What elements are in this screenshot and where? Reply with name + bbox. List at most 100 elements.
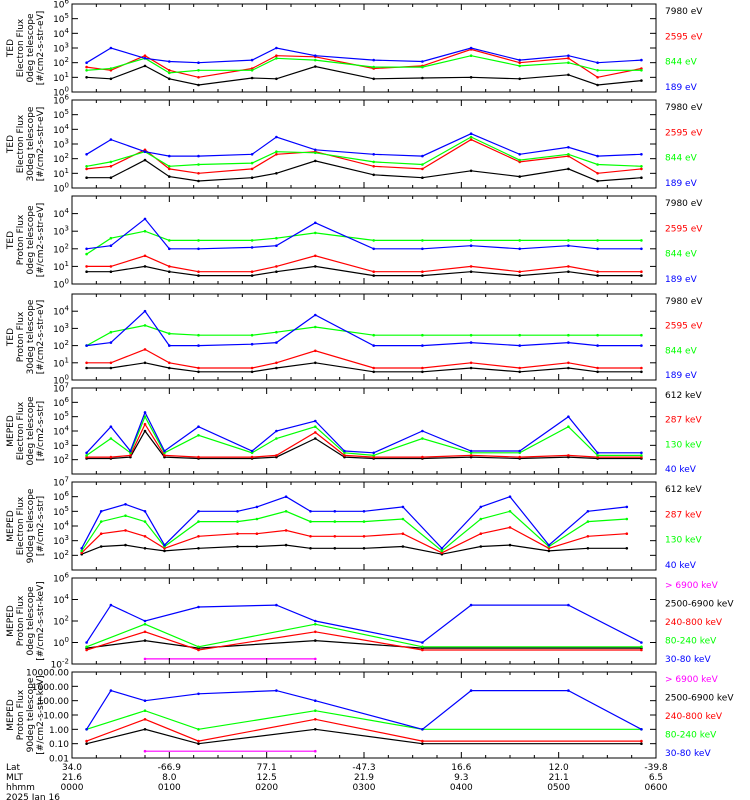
data-point xyxy=(640,167,643,171)
y-tick-label: 101 xyxy=(53,260,69,273)
legend-entry: 189 eV xyxy=(665,179,698,189)
data-point xyxy=(640,153,643,156)
data-point xyxy=(163,543,166,547)
y-tick-label: 102 xyxy=(53,615,69,628)
data-point xyxy=(343,454,346,457)
data-point xyxy=(343,449,346,453)
data-point xyxy=(163,451,166,455)
data-point xyxy=(99,520,103,523)
x-tick-label: 21.9 xyxy=(354,773,374,783)
data-point xyxy=(236,545,239,548)
data-point xyxy=(640,728,643,731)
data-point xyxy=(143,158,147,162)
y-tick-label: 106 xyxy=(53,94,69,107)
y-tick-label: 100.00 xyxy=(38,697,70,707)
x-tick-label: 0500 xyxy=(547,783,570,793)
data-point xyxy=(508,526,512,529)
data-point xyxy=(197,535,200,538)
data-point xyxy=(469,361,473,365)
data-point xyxy=(314,349,317,353)
series-line-red xyxy=(86,631,642,651)
data-point xyxy=(567,146,570,149)
series-line-blue xyxy=(86,218,642,250)
data-point xyxy=(109,437,113,440)
x-tick-label: 34.0 xyxy=(62,763,82,773)
data-point xyxy=(109,265,113,268)
data-point xyxy=(333,547,337,550)
data-point xyxy=(85,176,88,179)
data-point xyxy=(275,77,278,81)
data-point xyxy=(640,344,643,347)
data-point xyxy=(479,505,483,509)
data-point xyxy=(250,246,254,249)
data-point xyxy=(197,692,200,696)
y-tick-label: 106 xyxy=(53,572,69,585)
panel-frame xyxy=(71,99,657,189)
data-point xyxy=(250,455,254,459)
data-point xyxy=(275,454,278,457)
data-point xyxy=(547,543,551,547)
data-point xyxy=(314,431,317,434)
y-tick-label: 10000.00 xyxy=(26,669,69,679)
x-tick-label: 6.5 xyxy=(649,773,663,783)
data-point xyxy=(143,535,147,538)
data-point xyxy=(250,370,254,374)
x-tick-label: 0100 xyxy=(158,783,181,793)
data-point xyxy=(372,274,376,277)
data-point xyxy=(401,545,405,548)
data-point xyxy=(479,545,483,548)
y-axis-label: MEPEDElectron Flux0deg telescope[#/cm2-s… xyxy=(6,396,46,466)
data-point xyxy=(586,535,590,538)
x-tick-label: -66.9 xyxy=(158,763,182,773)
data-point xyxy=(124,514,127,517)
data-point xyxy=(518,344,521,347)
data-point xyxy=(518,158,521,162)
x-tick-label: 9.3 xyxy=(454,773,468,783)
data-point xyxy=(596,451,599,455)
legend-entry: 844 eV xyxy=(665,154,698,164)
data-point xyxy=(314,65,317,68)
data-point xyxy=(85,76,88,79)
data-point xyxy=(372,247,376,251)
data-point xyxy=(85,270,88,274)
data-point xyxy=(99,545,103,548)
data-point xyxy=(567,265,570,268)
data-point xyxy=(143,547,147,550)
data-point xyxy=(109,77,113,81)
data-point xyxy=(85,61,88,64)
data-point xyxy=(168,265,171,268)
data-point xyxy=(640,739,643,743)
data-point xyxy=(143,639,147,642)
data-point xyxy=(143,324,147,327)
y-axis-label: TEDElectron Flux0deg telescope[#/cm2-s-s… xyxy=(6,11,46,86)
data-point xyxy=(250,366,254,370)
series-line-black xyxy=(86,639,642,649)
y-tick-label: 105 xyxy=(53,108,69,121)
data-point xyxy=(197,247,200,251)
data-point xyxy=(255,532,259,535)
data-point xyxy=(640,165,643,168)
data-point xyxy=(518,370,521,374)
data-point xyxy=(372,344,376,347)
data-point xyxy=(508,510,512,513)
data-point xyxy=(567,57,570,60)
data-point xyxy=(401,517,405,521)
y-tick-label: 1000.00 xyxy=(32,683,69,693)
series-line-green xyxy=(86,324,642,347)
data-point xyxy=(421,429,424,433)
data-point xyxy=(401,532,405,535)
data-point xyxy=(143,749,147,753)
y-tick-label: 107 xyxy=(53,476,69,489)
data-point xyxy=(168,154,171,158)
data-point xyxy=(314,151,317,155)
data-point xyxy=(275,153,278,156)
data-point xyxy=(143,699,147,702)
data-point xyxy=(250,274,254,277)
data-point xyxy=(275,46,278,50)
series-line-blue xyxy=(86,133,642,157)
data-point xyxy=(143,148,147,152)
y-tick-label: 101 xyxy=(53,71,69,84)
data-point xyxy=(518,449,521,453)
data-point xyxy=(109,67,113,70)
